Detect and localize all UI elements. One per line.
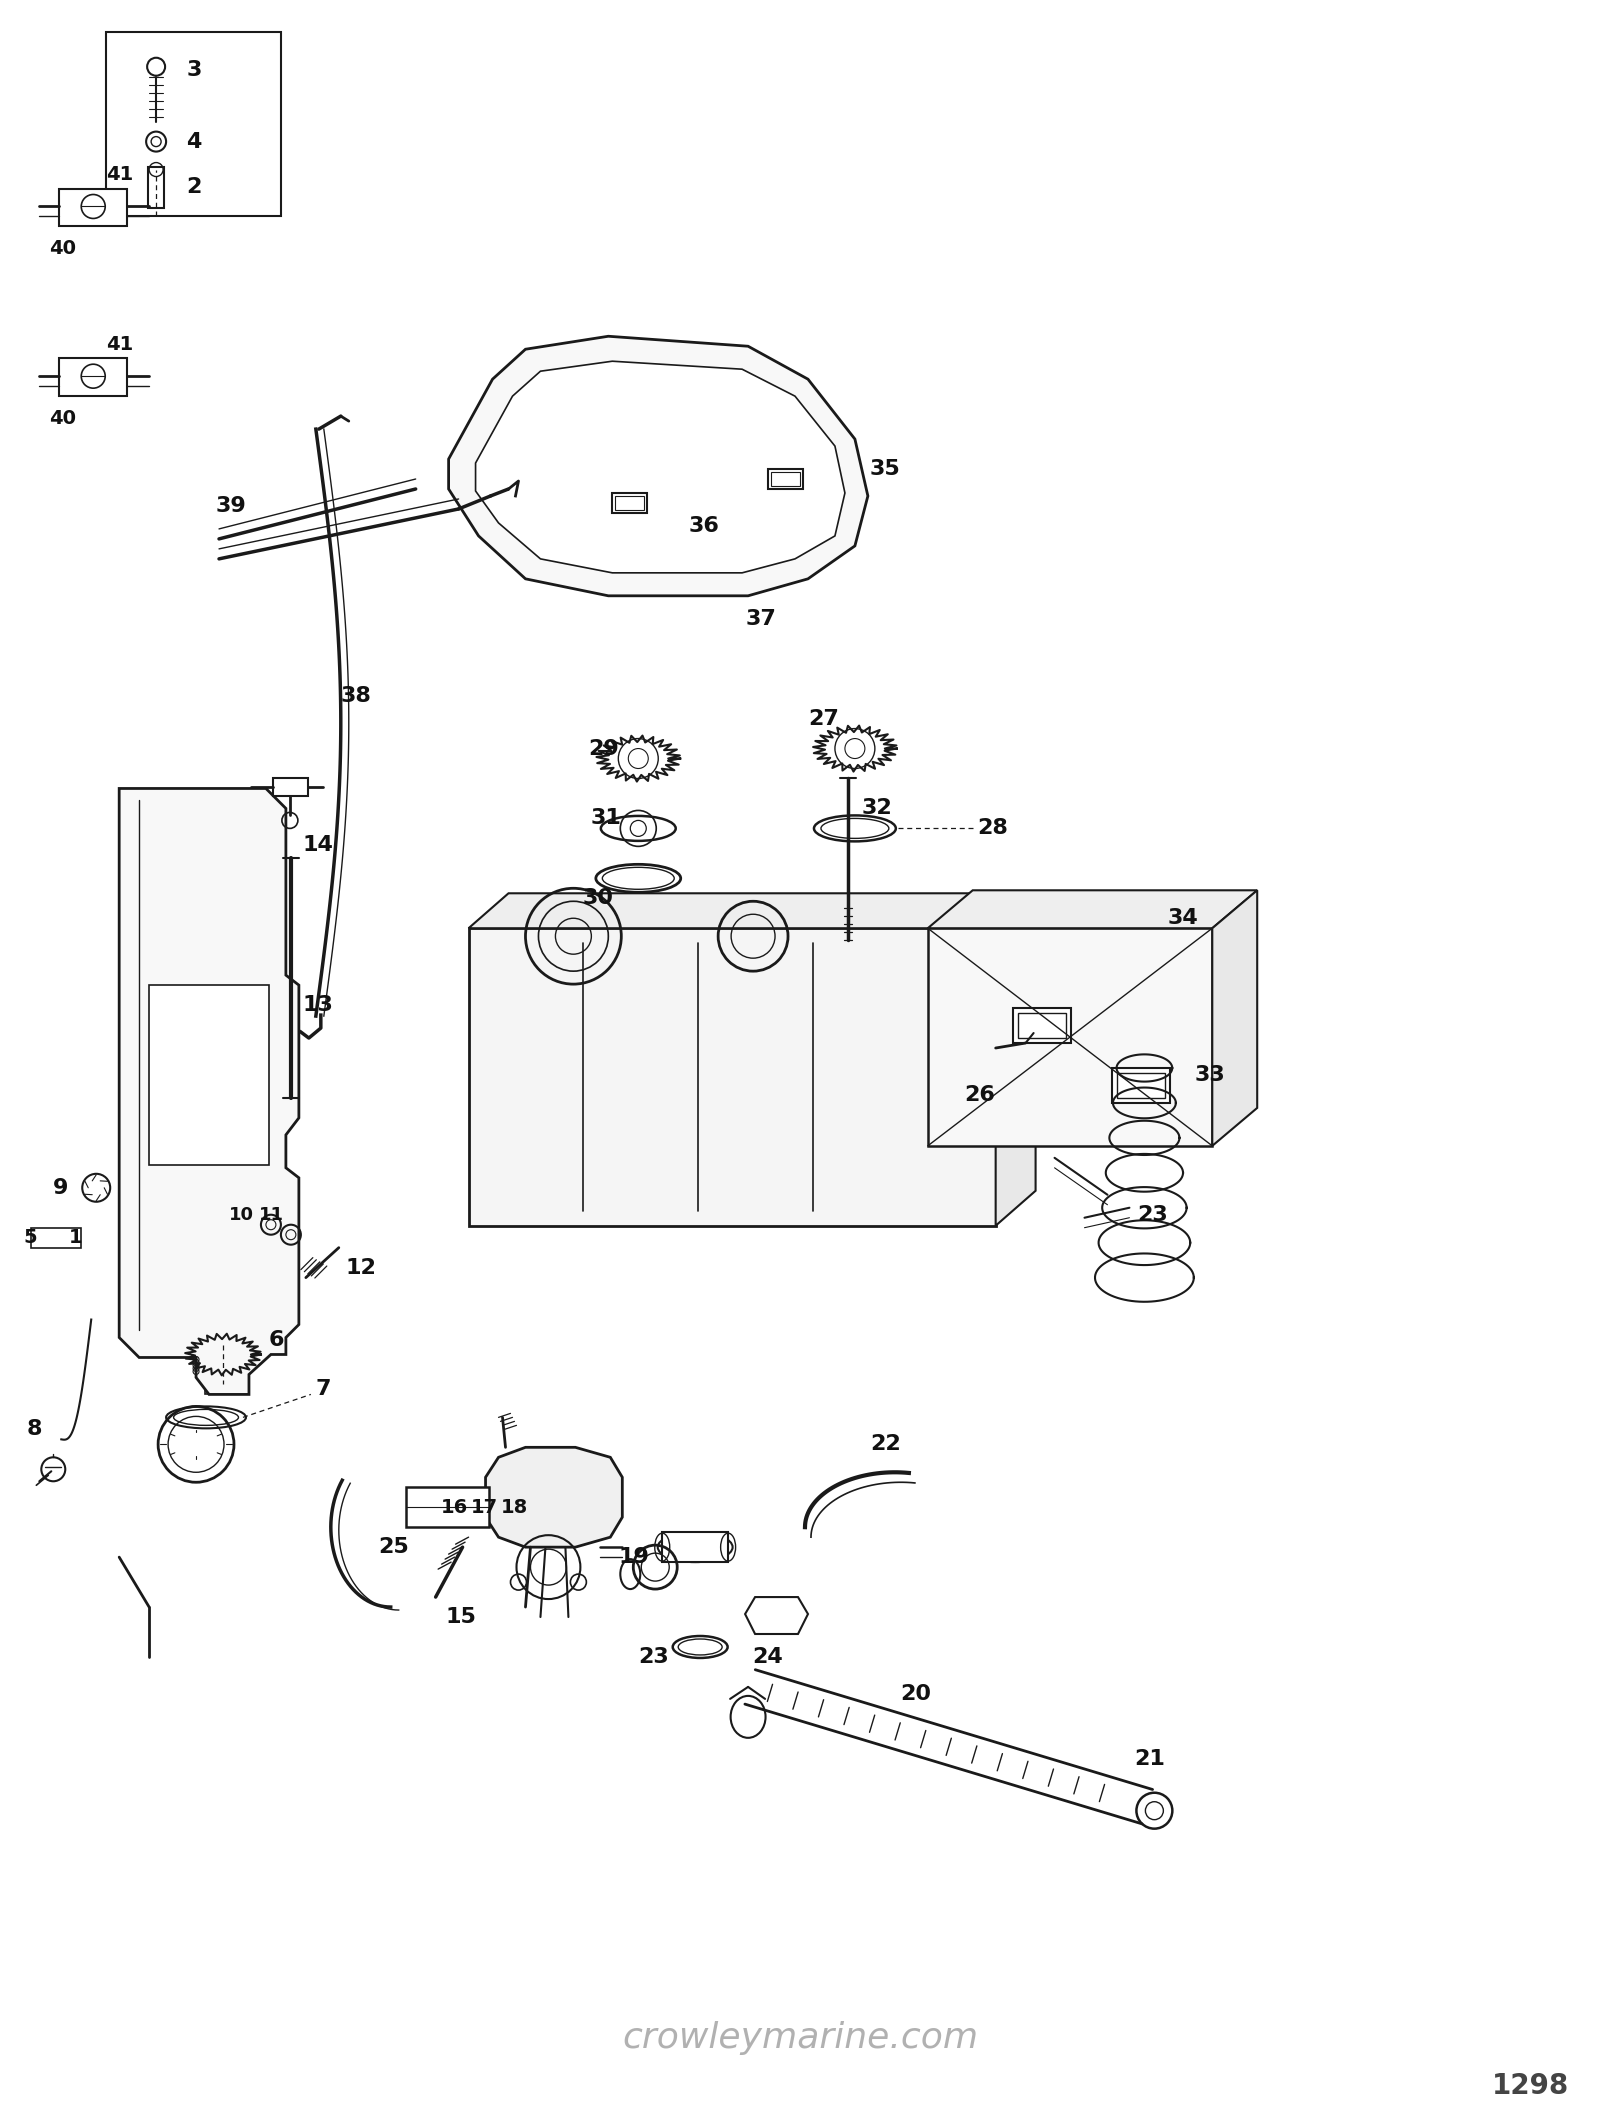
Text: 4: 4 [186,131,202,152]
Text: 17: 17 [470,1497,498,1516]
Text: 8: 8 [26,1419,42,1440]
Text: 22: 22 [870,1434,901,1455]
Text: 16: 16 [440,1497,467,1516]
Text: 32: 32 [862,798,893,818]
Text: 11: 11 [259,1205,283,1224]
Text: 33: 33 [1194,1065,1226,1084]
Bar [768,468,803,489]
Text: 5: 5 [24,1228,37,1248]
Text: 18: 18 [501,1497,528,1516]
Text: 1: 1 [69,1228,83,1248]
Polygon shape [469,928,995,1226]
Bar [32,1228,82,1248]
Text: 41: 41 [106,165,133,184]
Polygon shape [928,890,1258,928]
Text: 14: 14 [302,834,334,856]
Text: crowleymarine.com: crowleymarine.com [622,2021,978,2054]
Polygon shape [448,337,867,595]
Bar [662,1531,728,1563]
Text: 28: 28 [978,818,1008,839]
Text: 36: 36 [688,517,718,536]
Text: 1298: 1298 [1491,2071,1568,2101]
Polygon shape [118,788,299,1394]
Polygon shape [995,894,1035,1226]
Text: 31: 31 [590,809,621,828]
Bar [149,167,165,208]
Bar [616,496,645,510]
Text: 37: 37 [746,608,776,629]
Bar [59,189,126,227]
Text: 9: 9 [53,1178,69,1199]
Text: 13: 13 [302,995,334,1015]
Polygon shape [746,1597,808,1633]
Polygon shape [485,1447,622,1546]
Text: 24: 24 [752,1648,782,1667]
Text: 34: 34 [1168,909,1198,928]
Text: 40: 40 [50,409,77,428]
Text: 39: 39 [216,496,246,517]
Polygon shape [475,362,845,572]
Text: 6: 6 [269,1330,285,1349]
Text: 26: 26 [965,1084,995,1106]
Text: 15: 15 [446,1608,477,1627]
Text: 25: 25 [379,1538,410,1557]
Text: 7: 7 [315,1379,331,1400]
Bar [106,32,282,216]
Ellipse shape [731,1697,765,1739]
Text: 41: 41 [106,335,133,354]
Bar [1018,1012,1066,1038]
Text: 35: 35 [870,460,901,479]
Text: 40: 40 [50,239,77,258]
Text: 21: 21 [1134,1749,1165,1769]
Bar [205,1375,242,1394]
Text: 29: 29 [589,739,619,758]
Polygon shape [1213,890,1258,1146]
Ellipse shape [658,1531,733,1563]
Bar [1013,1008,1070,1042]
Text: 23: 23 [1138,1205,1168,1224]
Bar [1112,1067,1170,1103]
Bar [1117,1074,1165,1097]
Text: 30: 30 [582,887,613,909]
Polygon shape [406,1487,488,1527]
Polygon shape [928,928,1213,1146]
Text: 10: 10 [229,1205,254,1224]
Bar [274,779,307,796]
Polygon shape [149,985,269,1165]
Bar [771,472,800,485]
Bar [59,358,126,396]
Text: 2: 2 [186,176,202,197]
Text: 38: 38 [341,686,371,705]
Polygon shape [469,894,1035,928]
Text: 20: 20 [899,1684,931,1703]
Bar [613,493,648,513]
Text: 19: 19 [618,1546,650,1567]
Text: 3: 3 [186,59,202,80]
Text: 12: 12 [346,1258,376,1277]
Text: 23: 23 [638,1648,669,1667]
Text: 27: 27 [808,710,838,729]
